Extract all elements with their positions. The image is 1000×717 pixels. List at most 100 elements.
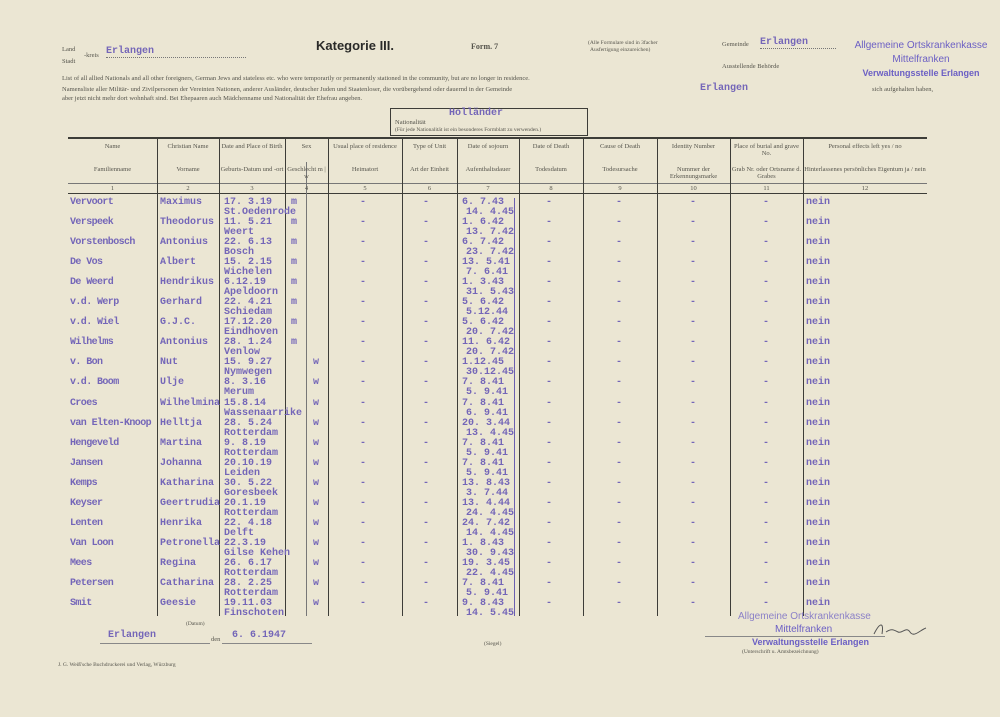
cell-sojourn-to: 5.12.44 — [466, 307, 509, 318]
cell-cause-of-death: - — [616, 357, 623, 368]
cell-place-of-birth: Schiedam — [224, 307, 273, 318]
column-header-en: Personal effects left yes / no — [828, 143, 902, 150]
cell-date-of-birth: 15.8.14 — [224, 398, 267, 409]
cell-name: Vervoort — [70, 197, 114, 208]
column-divider — [583, 137, 584, 616]
cell-sojourn-to: 5. 9.41 — [466, 448, 509, 459]
cell-sojourn-from: 20. 3.44 — [462, 418, 511, 429]
cell-sex: w — [313, 518, 320, 529]
intro-gemeinde-value: Erlangen — [700, 83, 749, 94]
stamp-line2: Mittelfranken — [892, 54, 950, 65]
kreis-value: Erlangen — [106, 47, 246, 58]
note-line2: Ausfertigung einzureichen) — [590, 47, 651, 53]
cell-christian-name: G.J.C. — [160, 317, 197, 328]
column-header-de: Todesursache — [602, 166, 638, 173]
cell-place-of-birth: Gilse Kehen — [224, 548, 291, 559]
cell-name: De Vos — [70, 257, 103, 268]
cell-type-of-unit: - — [423, 498, 430, 509]
cell-personal-effects: nein — [806, 558, 831, 569]
cell-name: v.d. Boom — [70, 377, 119, 388]
cell-burial-place: - — [763, 438, 770, 449]
cell-type-of-unit: - — [423, 317, 430, 328]
cell-place-of-birth: Goresbeek — [224, 488, 279, 499]
header-bottom-rule — [68, 193, 927, 194]
column-number: 2 — [186, 185, 190, 192]
column-header-de: Vorname — [176, 166, 200, 173]
cell-date-of-birth: 22. 4.18 — [224, 518, 273, 529]
cell-name: Croes — [70, 398, 98, 409]
cell-burial-place: - — [763, 237, 770, 248]
cell-burial-place: - — [763, 558, 770, 569]
cell-sex: w — [313, 377, 320, 388]
cell-usual-residence: - — [360, 237, 367, 248]
cell-date-of-death: - — [546, 458, 553, 469]
cell-sojourn-from: 13. 8.43 — [462, 478, 511, 489]
cell-sojourn-to: 30. 9.43 — [466, 548, 515, 559]
header-number-rule — [68, 183, 927, 184]
cell-burial-place: - — [763, 257, 770, 268]
cell-identity-number: - — [690, 337, 697, 348]
column-header-de: Grab Nr. oder Ortsname d. Grabes — [731, 166, 802, 180]
cell-usual-residence: - — [360, 277, 367, 288]
cell-date-of-birth: 20.10.19 — [224, 458, 273, 469]
cell-place-of-birth: Wassenaarrike — [224, 408, 303, 419]
date-label: (Datum) — [186, 621, 205, 627]
cell-sojourn-from: 6. 7.43 — [462, 197, 505, 208]
cell-personal-effects: nein — [806, 478, 831, 489]
cell-personal-effects: nein — [806, 538, 831, 549]
cell-name: Mees — [70, 558, 92, 569]
cell-usual-residence: - — [360, 438, 367, 449]
cell-sex: w — [313, 458, 320, 469]
cell-identity-number: - — [690, 538, 697, 549]
cell-cause-of-death: - — [616, 257, 623, 268]
cell-type-of-unit: - — [423, 518, 430, 529]
cell-date-of-birth: 15. 2.15 — [224, 257, 273, 268]
cell-usual-residence: - — [360, 398, 367, 409]
cell-christian-name: Petronella — [160, 538, 221, 549]
gemeinde-value: Erlangen — [760, 38, 836, 49]
column-header-en: Date of sojourn — [467, 143, 509, 150]
cell-sex: w — [313, 498, 320, 509]
column-number: 7 — [486, 185, 490, 192]
cell-christian-name: Geesie — [160, 598, 197, 609]
cell-cause-of-death: - — [616, 297, 623, 308]
cell-date-of-death: - — [546, 478, 553, 489]
cell-christian-name: Katharina — [160, 478, 215, 489]
cell-christian-name: Hendrikus — [160, 277, 215, 288]
cell-date-of-death: - — [546, 498, 553, 509]
cell-personal-effects: nein — [806, 377, 831, 388]
cell-burial-place: - — [763, 217, 770, 228]
cell-date-of-birth: 26. 6.17 — [224, 558, 273, 569]
footer-place: Erlangen — [108, 630, 157, 641]
cell-sojourn-to: 22. 4.45 — [466, 568, 515, 579]
stadt-label: Stadt — [62, 58, 76, 65]
column-number: 12 — [861, 185, 869, 192]
cell-sojourn-from: 24. 7.42 — [462, 518, 511, 529]
table-top-rule — [68, 137, 927, 139]
cell-personal-effects: nein — [806, 458, 831, 469]
cell-sex: m — [291, 277, 298, 288]
cell-name: Lenten — [70, 518, 103, 529]
cell-cause-of-death: - — [616, 237, 623, 248]
cell-christian-name: Nut — [160, 357, 179, 368]
column-header-de: Aufenthaltsdauer — [465, 166, 511, 173]
column-divider — [219, 137, 220, 616]
cell-date-of-death: - — [546, 317, 553, 328]
column-divider — [157, 137, 158, 616]
sojourn-bracket-line — [514, 198, 515, 616]
cell-sojourn-from: 1. 6.42 — [462, 217, 505, 228]
cell-name: Wilhelms — [70, 337, 114, 348]
cell-burial-place: - — [763, 478, 770, 489]
footer-stamp-line2: Mittelfranken — [775, 624, 833, 635]
intro-german-end: sich aufgehalten haben, — [872, 86, 934, 93]
cell-identity-number: - — [690, 498, 697, 509]
cell-type-of-unit: - — [423, 257, 430, 268]
cell-name: Smit — [70, 598, 92, 609]
cell-type-of-unit: - — [423, 558, 430, 569]
cell-cause-of-death: - — [616, 277, 623, 288]
cell-identity-number: - — [690, 237, 697, 248]
cell-sex: m — [291, 257, 298, 268]
cell-sojourn-to: 24. 4.45 — [466, 508, 515, 519]
cell-identity-number: - — [690, 197, 697, 208]
cell-christian-name: Antonius — [160, 237, 209, 248]
